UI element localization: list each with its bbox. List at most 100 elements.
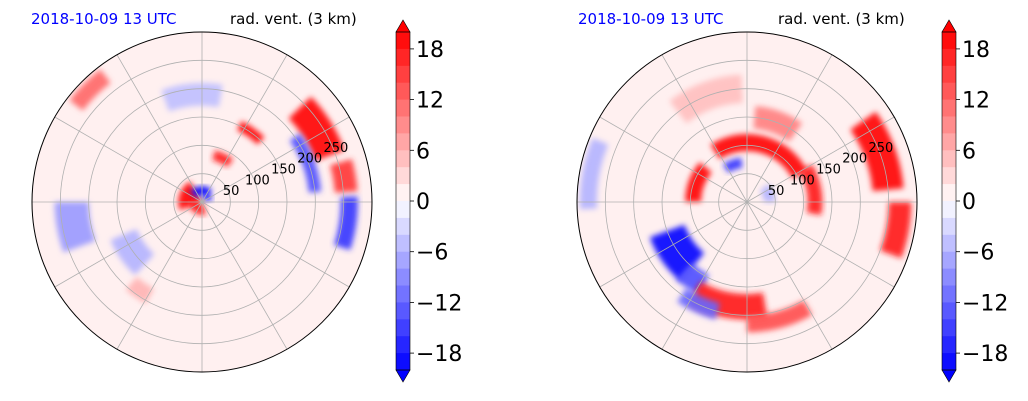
grid-spoke-right-2: [746, 54, 833, 203]
title-left: rad. vent. (3 km): [230, 10, 357, 28]
grid-spoke-right-10: [746, 201, 833, 350]
colorbar-tick-label-right-6: −18: [962, 342, 1008, 367]
colorbar-level-left-8: [396, 167, 410, 185]
grid-spoke-left-8: [116, 201, 203, 350]
colorbar-level-right-7: [942, 150, 956, 168]
grid-spoke-left-2: [201, 54, 288, 203]
field-feature-right-5: [880, 202, 912, 259]
colorbar-level-right-19: [942, 353, 956, 371]
colorbar-level-right-17: [942, 319, 956, 337]
colorbar-level-left-13: [396, 251, 410, 270]
title-right: rad. vent. (3 km): [778, 10, 905, 28]
time-label-right: 2018-10-09 13 UTC: [578, 10, 724, 28]
colorbar-level-left-5: [396, 116, 410, 134]
colorbar-tick-label-right-4: −6: [962, 241, 994, 266]
colorbar-tick-label-right-5: −12: [962, 291, 1008, 316]
colorbar-tick-label-left-1: 12: [416, 89, 444, 114]
colorbar-level-right-6: [942, 133, 956, 151]
colorbar-level-left-6: [396, 133, 410, 151]
field-feature-left-9: [289, 133, 322, 193]
field-feature-right-9: [747, 300, 813, 333]
field-feature-right-0: [710, 133, 808, 179]
radial-tick-right-4: 250: [868, 141, 893, 156]
colorbar-level-right-16: [942, 302, 956, 320]
radial-tick-left-3: 200: [297, 152, 322, 167]
radial-tick-right-3: 200: [842, 152, 867, 167]
polar-grid-right: [577, 32, 917, 372]
colorbar-tick-label-right-1: 12: [962, 89, 990, 114]
colorbar-extend-min-left: [395, 369, 411, 383]
colorbar-level-right-5: [942, 116, 956, 134]
colorbar-level-right-4: [942, 99, 956, 117]
polar-frame-left: [31, 31, 373, 373]
colorbar-level-left-9: [396, 184, 410, 202]
colorbar-level-left-10: [396, 201, 410, 219]
grid-spoke-right-7: [599, 201, 748, 288]
grid-spoke-right-1: [746, 116, 895, 203]
radial-tick-left-2: 150: [271, 162, 296, 177]
field-feature-right-12: [579, 138, 609, 210]
colorbar-level-left-12: [396, 234, 410, 253]
field-feature-right-11: [753, 106, 803, 142]
colorbar-level-left-17: [396, 319, 410, 337]
grid-spoke-left-10: [201, 201, 288, 350]
field-feature-left-6: [288, 96, 345, 161]
colorbar-level-left-15: [396, 285, 410, 303]
radial-tick-left-4: 250: [323, 141, 348, 156]
grid-spoke-left-7: [54, 201, 203, 288]
colorbar-level-right-3: [942, 82, 956, 101]
colorbar-level-right-11: [942, 217, 956, 236]
colorbar-level-right-1: [942, 48, 956, 67]
colorbar-level-left-19: [396, 353, 410, 371]
grid-spoke-left-4: [116, 54, 203, 203]
field-feature-left-4: [212, 150, 234, 168]
field-feature-right-4: [850, 111, 904, 192]
colorbar-level-left-4: [396, 99, 410, 117]
colorbar-level-right-0: [942, 32, 956, 50]
colorbar-level-right-18: [942, 336, 956, 354]
colorbar-level-left-2: [396, 65, 410, 84]
colorbar-extend-min-right: [941, 369, 957, 383]
grid-spoke-left-11: [201, 201, 350, 288]
field-layer-right: [579, 74, 912, 333]
colorbar-level-left-11: [396, 217, 410, 236]
colorbar-level-right-13: [942, 251, 956, 270]
radial-tick-left-0: 50: [223, 184, 240, 199]
field-feature-right-1: [685, 162, 712, 202]
colorbar-level-right-12: [942, 234, 956, 253]
colorbar-tick-label-left-2: 6: [416, 139, 430, 164]
colorbar-level-left-0: [396, 32, 410, 50]
radial-tick-right-1: 100: [790, 173, 815, 188]
colorbar-level-left-16: [396, 302, 410, 320]
colorbar-extend-max-left: [395, 19, 411, 33]
field-feature-left-8: [334, 196, 358, 251]
field-layer-left: [54, 69, 358, 304]
colorbar-tick-label-right-0: 18: [962, 38, 990, 63]
field-feature-left-3: [202, 191, 213, 202]
grid-spoke-right-4: [661, 54, 748, 203]
colorbar-tick-label-right-2: 6: [962, 139, 976, 164]
polar-frame-right: [576, 31, 918, 373]
colorbar-level-left-7: [396, 150, 410, 168]
radial-tick-right-0: 50: [768, 184, 785, 199]
colorbar-level-right-2: [942, 65, 956, 84]
polar-grid-left: [32, 32, 372, 372]
field-feature-right-10: [677, 287, 720, 320]
field-feature-right-13: [669, 74, 743, 124]
colorbar-level-left-3: [396, 82, 410, 101]
colorbar-tick-label-right-3: 0: [962, 190, 976, 215]
radial-tick-left-1: 100: [245, 173, 270, 188]
time-label-left: 2018-10-09 13 UTC: [31, 10, 177, 28]
field-feature-left-14: [69, 69, 111, 111]
colorbar-level-left-18: [396, 336, 410, 354]
grid-spoke-left-5: [54, 116, 203, 203]
colorbar-tick-label-left-6: −18: [416, 342, 462, 367]
colorbar-tick-label-left-3: 0: [416, 190, 430, 215]
colorbar-level-right-8: [942, 167, 956, 185]
grid-spoke-left-1: [201, 116, 350, 203]
grid-spoke-right-11: [746, 201, 895, 288]
